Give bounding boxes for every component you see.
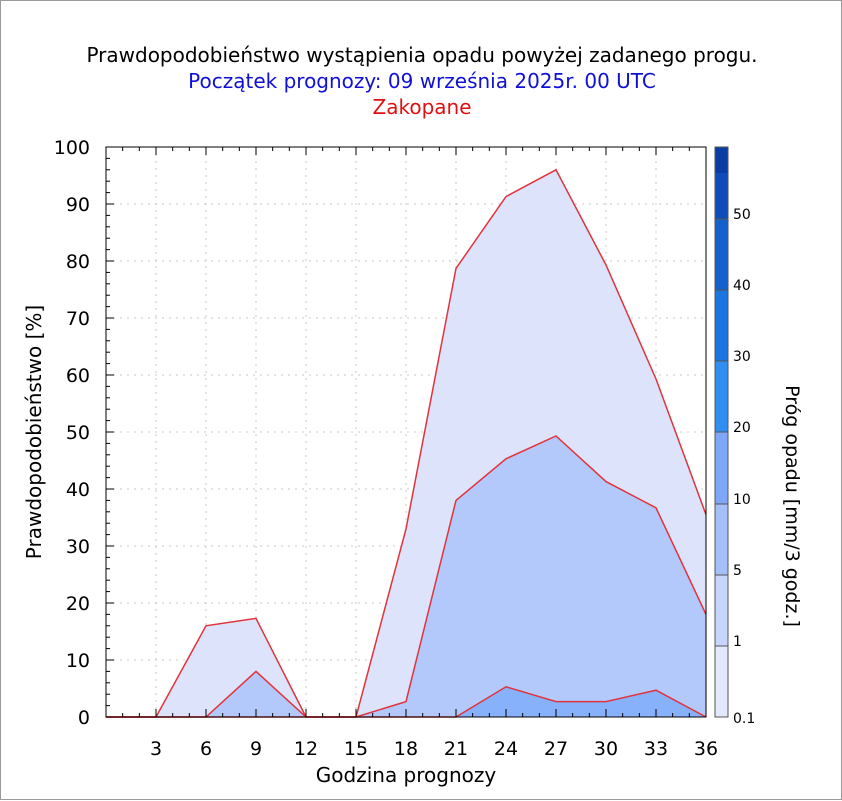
- chart-title: Prawdopodobieństwo wystąpienia opadu pow…: [86, 43, 758, 67]
- colorbar-segment: [715, 147, 728, 173]
- colorbar-tick-label: 20: [733, 420, 751, 436]
- colorbar-segment: [715, 290, 728, 361]
- colorbar-tick-label: 5: [733, 563, 742, 579]
- x-tick-label: 33: [644, 738, 668, 760]
- x-tick-label: 30: [594, 738, 618, 760]
- y-tick-label: 60: [66, 365, 90, 387]
- colorbar-label: Próg opadu [mm/3 godz.]: [781, 385, 803, 627]
- line-threshold-0_1: [106, 168, 707, 718]
- x-axis-label: Godzina prognozy: [316, 763, 497, 787]
- y-tick-label: 30: [66, 536, 90, 558]
- colorbar-segment: [715, 646, 728, 717]
- axis-ticks: [105, 146, 707, 718]
- colorbar-segment: [715, 219, 728, 290]
- colorbar-tick-label: 10: [733, 492, 751, 508]
- probability-areas: [106, 168, 707, 718]
- y-axis-label: Prawdopodobieństwo [%]: [22, 305, 46, 559]
- x-tick-label: 21: [444, 738, 468, 760]
- x-tick-label: 18: [394, 738, 418, 760]
- y-tick-label: 90: [66, 194, 90, 216]
- colorbar-tick-label: 0.1: [733, 711, 755, 727]
- colorbar-tick-label: 30: [733, 349, 751, 365]
- colorbar-segment: [715, 575, 728, 646]
- y-tick-label: 0: [78, 707, 90, 729]
- chart-subtitle: Początek prognozy: 09 września 2025r. 00…: [188, 69, 656, 93]
- x-tick-label: 36: [694, 738, 718, 760]
- x-tick-label: 24: [494, 738, 518, 760]
- area-threshold-1: [106, 435, 706, 717]
- x-tick-label: 15: [344, 738, 368, 760]
- colorbar-segment: [715, 432, 728, 504]
- x-tick-label: 12: [294, 738, 318, 760]
- colorbar-segment: [715, 173, 728, 219]
- colorbar-segment: [715, 361, 728, 432]
- colorbar-tick-label: 50: [733, 207, 751, 223]
- colorbar-tick-label: 40: [733, 278, 751, 294]
- y-tick-label: 10: [66, 650, 90, 672]
- y-tick-labels: 0 10 20 30 40 50 60 70 80 90 100: [54, 137, 90, 729]
- location-label: Zakopane: [372, 95, 472, 119]
- x-tick-label: 9: [250, 738, 262, 760]
- y-tick-label: 20: [66, 593, 90, 615]
- colorbar-segment: [715, 504, 728, 575]
- colorbar-tick-label: 1: [733, 634, 742, 650]
- y-tick-label: 80: [66, 251, 90, 273]
- y-tick-label: 70: [66, 308, 90, 330]
- y-tick-label: 50: [66, 422, 90, 444]
- threshold-colorbar: 0.1 1 5 10 20 30 40 50: [714, 146, 755, 727]
- x-tick-label: 3: [150, 738, 162, 760]
- x-tick-label: 27: [544, 738, 568, 760]
- x-tick-label: 6: [200, 738, 212, 760]
- x-tick-labels: 3 6 9 12 15 18 21 24 27 30 33 36: [150, 738, 718, 760]
- y-tick-label: 40: [66, 479, 90, 501]
- y-tick-label: 100: [54, 137, 90, 159]
